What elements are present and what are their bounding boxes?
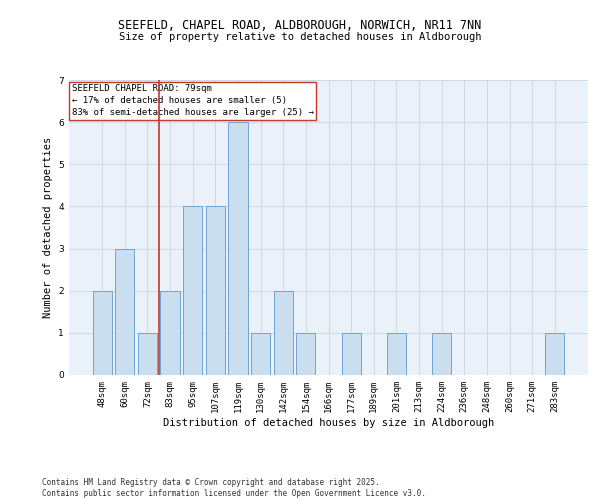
- Bar: [229, 122, 248, 375]
- Bar: [183, 206, 202, 375]
- Bar: [387, 333, 406, 375]
- Bar: [160, 290, 180, 375]
- X-axis label: Distribution of detached houses by size in Aldborough: Distribution of detached houses by size …: [163, 418, 494, 428]
- Bar: [138, 333, 157, 375]
- Bar: [296, 333, 316, 375]
- Bar: [545, 333, 565, 375]
- Bar: [251, 333, 270, 375]
- Bar: [92, 290, 112, 375]
- Text: SEEFELD CHAPEL ROAD: 79sqm
← 17% of detached houses are smaller (5)
83% of semi-: SEEFELD CHAPEL ROAD: 79sqm ← 17% of deta…: [71, 84, 313, 117]
- Bar: [432, 333, 451, 375]
- Bar: [206, 206, 225, 375]
- Text: Size of property relative to detached houses in Aldborough: Size of property relative to detached ho…: [119, 32, 481, 42]
- Y-axis label: Number of detached properties: Number of detached properties: [43, 137, 53, 318]
- Bar: [341, 333, 361, 375]
- Text: SEEFELD, CHAPEL ROAD, ALDBOROUGH, NORWICH, NR11 7NN: SEEFELD, CHAPEL ROAD, ALDBOROUGH, NORWIC…: [118, 19, 482, 32]
- Text: Contains HM Land Registry data © Crown copyright and database right 2025.
Contai: Contains HM Land Registry data © Crown c…: [42, 478, 426, 498]
- Bar: [274, 290, 293, 375]
- Bar: [115, 248, 134, 375]
